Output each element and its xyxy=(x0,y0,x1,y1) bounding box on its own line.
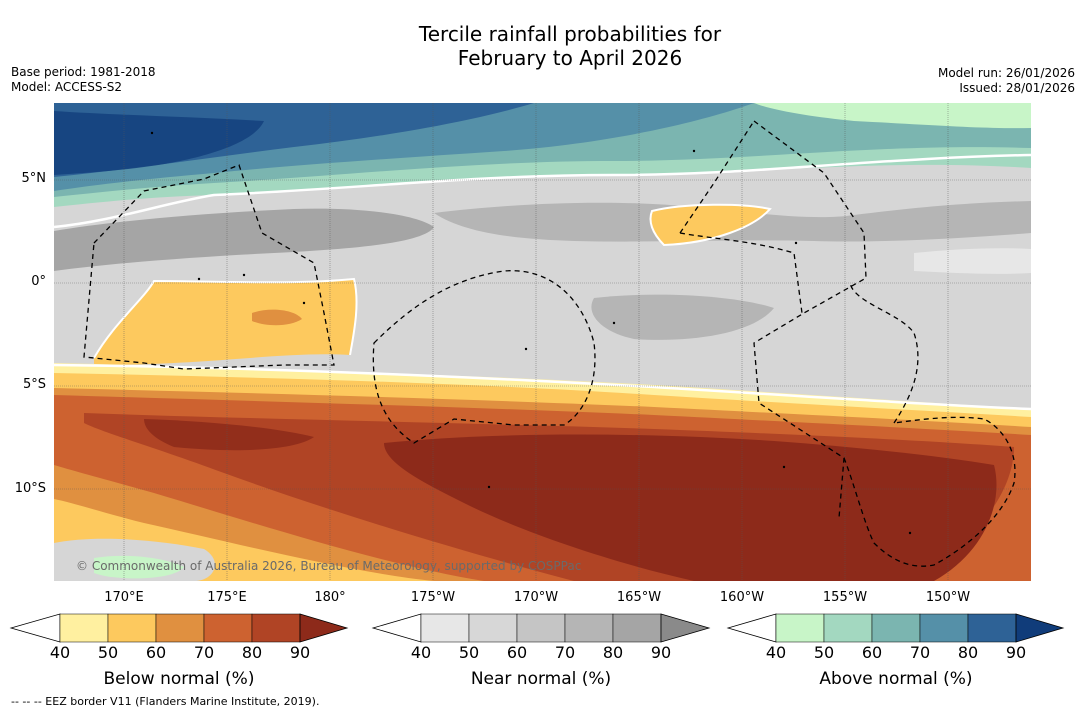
probability-map: © Commonwealth of Australia 2026, Bureau… xyxy=(54,103,1031,581)
chart-title: Tercile rainfall probabilities for Febru… xyxy=(0,22,1085,70)
colorbar-below-normal-tick: 60 xyxy=(145,643,167,662)
colorbar-above-normal-segment-3 xyxy=(919,613,969,643)
island-markers xyxy=(150,131,912,535)
colorbar-title-near-normal: Near normal (%) xyxy=(470,669,612,689)
colorbar-legend xyxy=(9,613,1065,643)
colorbar-near-normal-tick: 50 xyxy=(458,643,480,662)
title-line-1: Tercile rainfall probabilities for xyxy=(418,22,722,46)
title-line-2: February to April 2026 xyxy=(457,46,683,70)
below-normal-small-patch xyxy=(650,204,770,245)
colorbar-below-normal-high-triangle xyxy=(299,613,349,643)
colorbar-above-normal-tick: 60 xyxy=(861,643,883,662)
lon-label-175e: 175°E xyxy=(207,590,247,605)
colorbar-above-normal-tick: 40 xyxy=(765,643,787,662)
lon-label-170e: 170°E xyxy=(104,590,144,605)
lat-label-5s: 5°S xyxy=(22,377,46,392)
model-name: Model: ACCESS-S2 xyxy=(11,80,123,94)
colorbar-near-normal-segment-0 xyxy=(420,613,470,643)
colorbar-near-normal-tick: 40 xyxy=(410,643,432,662)
eez-border-cook-north xyxy=(849,282,919,424)
colorbar-below-normal-segment-1 xyxy=(107,613,157,643)
eez-border-kiribati-line-east xyxy=(679,120,803,314)
below-normal-yellow-patch xyxy=(94,279,357,365)
colorbar-below-normal-segment-0 xyxy=(59,613,109,643)
colorbar-above-normal-tick: 80 xyxy=(957,643,979,662)
colorbar-near-normal-segment-4 xyxy=(612,613,662,643)
near-normal-dark-region xyxy=(54,208,434,271)
colorbar-title-below-normal: Below normal (%) xyxy=(103,669,255,689)
eez-borders xyxy=(83,120,1016,567)
colorbar-near-normal-low-triangle xyxy=(371,613,422,643)
colorbar-below-normal-segment-2 xyxy=(155,613,205,643)
base-period: Base period: 1981-2018 xyxy=(11,65,156,79)
eez-border-tuvalu-phoenix xyxy=(372,270,596,444)
colorbar-above-normal-tick: 50 xyxy=(813,643,835,662)
lat-label-5n: 5°N xyxy=(21,171,47,186)
colorbar-above-normal-low-triangle xyxy=(726,613,777,643)
colorbar-near-normal-segment-1 xyxy=(468,613,518,643)
colorbar-below-normal-tick: 40 xyxy=(49,643,71,662)
eez-border-kiribati-gilbert xyxy=(83,164,335,370)
colorbar-near-normal-tick: 60 xyxy=(506,643,528,662)
lon-label-175w: 175°W xyxy=(410,590,456,605)
eez-border-line-islands xyxy=(753,120,867,519)
colorbar-near-normal-tick: 80 xyxy=(602,643,624,662)
lat-label-0: 0° xyxy=(31,274,46,289)
lon-label-170w: 170°W xyxy=(513,590,559,605)
above-normal-darkest-region xyxy=(54,111,264,175)
colorbar-above-normal-tick: 70 xyxy=(909,643,931,662)
colorbar-near-normal-high-triangle xyxy=(660,613,711,643)
colorbar-above-normal-segment-0 xyxy=(775,613,825,643)
lat-label-10s: 10°S xyxy=(14,481,46,496)
near-normal-light-region xyxy=(914,248,1031,274)
lon-label-160w: 160°W xyxy=(719,590,765,605)
lon-label-165w: 165°W xyxy=(616,590,662,605)
eez-credit: -- -- -- EEZ border V11 (Flanders Marine… xyxy=(11,695,320,708)
issued-date: Issued: 28/01/2026 xyxy=(959,81,1075,95)
colorbar-near-normal-tick: 90 xyxy=(650,643,672,662)
colorbar-near-normal-tick: 70 xyxy=(554,643,576,662)
colorbar-below-normal-tick: 80 xyxy=(241,643,263,662)
colorbar-below-normal-segment-4 xyxy=(251,613,301,643)
below-normal-90-west-patch xyxy=(144,419,314,451)
model-info-left: Base period: 1981-2018 Model: ACCESS-S2 xyxy=(11,65,156,95)
lon-label-180: 180° xyxy=(314,590,346,605)
copyright-text: © Commonwealth of Australia 2026, Bureau… xyxy=(76,559,581,573)
lon-label-150w: 150°W xyxy=(925,590,971,605)
colorbar-below-normal xyxy=(9,613,349,643)
colorbar-below-normal-segment-3 xyxy=(203,613,253,643)
model-info-right: Model run: 26/01/2026 Issued: 28/01/2026 xyxy=(938,66,1075,96)
colorbar-below-normal-tick: 50 xyxy=(97,643,119,662)
colorbar-above-normal-high-triangle xyxy=(1015,613,1065,643)
map-gridlines xyxy=(54,103,1031,581)
colorbar-above-normal-segment-1 xyxy=(823,613,873,643)
colorbar-title-above-normal: Above normal (%) xyxy=(819,669,973,689)
below-normal-orange-patch xyxy=(252,309,302,326)
tercile-boundary-south xyxy=(54,363,1031,411)
colorbar-above-normal-segment-4 xyxy=(967,613,1017,643)
colorbar-near-normal-segment-3 xyxy=(564,613,614,643)
above-normal-light-green-region xyxy=(754,103,1031,129)
colorbar-near-normal-segment-2 xyxy=(516,613,566,643)
colorbar-below-normal-low-triangle xyxy=(9,613,61,643)
model-run: Model run: 26/01/2026 xyxy=(937,66,1075,80)
colorbar-above-normal-segment-2 xyxy=(871,613,921,643)
colorbar-above-normal xyxy=(726,613,1065,643)
tercile-boundary-small-patch xyxy=(649,203,772,247)
colorbar-below-normal-tick: 70 xyxy=(193,643,215,662)
colorbar-near-normal xyxy=(371,613,711,643)
tercile-boundary-north xyxy=(54,153,1031,229)
tercile-boundary-yellow-patch xyxy=(93,277,358,359)
lon-label-155w: 155°W xyxy=(822,590,868,605)
above-normal-southwest-patch xyxy=(94,555,184,579)
colorbar-above-normal-tick: 90 xyxy=(1005,643,1027,662)
eez-border-french-polynesia xyxy=(843,416,1016,567)
near-normal-center-region xyxy=(591,294,774,340)
colorbar-below-normal-tick: 90 xyxy=(289,643,311,662)
